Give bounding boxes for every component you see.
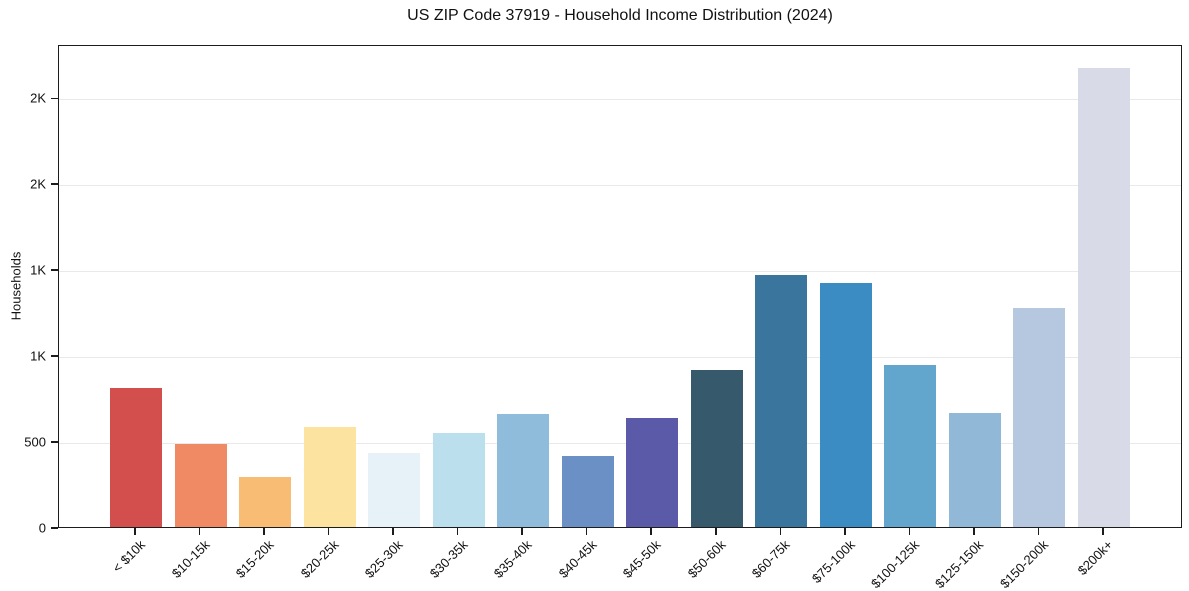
bar <box>626 418 679 527</box>
y-tick-label: 2K <box>30 90 46 106</box>
x-tick-label: $60-75k <box>749 537 793 581</box>
x-tick-label: $30-35k <box>426 537 471 581</box>
y-tick-mark <box>51 355 58 357</box>
x-tick-label: < $10k <box>109 537 148 576</box>
gridlines-layer <box>59 46 1181 527</box>
x-tick-mark <box>973 528 975 535</box>
chart-title: US ZIP Code 37919 - Household Income Dis… <box>407 7 833 24</box>
bar <box>368 453 421 527</box>
y-tick-mark <box>51 269 58 271</box>
gridline <box>59 443 1181 445</box>
x-tick-mark <box>779 528 782 535</box>
gridline <box>59 357 1181 359</box>
x-tick-mark <box>650 528 652 535</box>
x-tick-label: $125-150k <box>932 537 987 591</box>
bars-layer <box>59 46 1181 527</box>
y-tick-mark <box>51 441 58 443</box>
x-tick-mark <box>715 528 717 535</box>
x-tick-mark <box>456 528 459 535</box>
gridline <box>59 271 1181 273</box>
bar <box>690 370 743 527</box>
bar <box>497 414 550 527</box>
gridline <box>59 185 1181 187</box>
x-tick-label: $20-25k <box>297 537 342 581</box>
x-tick-label: $100-125k <box>867 537 922 591</box>
x-tick-label: $45-50k <box>620 537 664 581</box>
x-tick-mark <box>1102 528 1104 535</box>
y-axis-label: Households <box>8 251 24 321</box>
x-tick-mark <box>844 528 846 535</box>
x-tick-label: $40-45k <box>555 537 600 581</box>
bar <box>755 275 808 527</box>
x-tick-mark <box>1037 528 1040 535</box>
x-tick-mark <box>392 528 394 535</box>
y-tick-label: 500 <box>24 434 46 450</box>
x-tick-label: $25-30k <box>361 537 406 581</box>
gridline <box>59 99 1181 101</box>
bar <box>174 444 227 527</box>
bar <box>1077 68 1130 527</box>
x-tick-label: $50-60k <box>684 537 729 581</box>
bar <box>110 388 162 527</box>
bar <box>884 365 937 527</box>
bar <box>239 477 292 527</box>
bar <box>948 413 1001 527</box>
x-tick-mark <box>134 528 136 535</box>
bar <box>432 433 485 527</box>
y-tick-label: 1K <box>30 348 46 364</box>
x-tick-mark <box>585 528 588 535</box>
y-tick-label: 2K <box>30 176 46 192</box>
x-tick-mark <box>198 528 201 535</box>
y-tick-mark <box>51 527 58 529</box>
x-tick-label: $10-15k <box>168 537 213 581</box>
x-tick-mark <box>521 528 523 535</box>
y-tick-mark <box>51 183 58 185</box>
y-tick-label: 1K <box>30 262 46 278</box>
bar <box>303 427 356 527</box>
x-tick-label: $35-40k <box>490 537 535 581</box>
y-tick-mark <box>51 97 58 100</box>
x-tick-mark <box>327 528 330 535</box>
plot-area <box>58 45 1182 528</box>
x-tick-label: $150-200k <box>996 537 1052 591</box>
bar <box>561 456 614 527</box>
x-tick-label: $200k+ <box>1074 537 1116 579</box>
y-tick-label: 0 <box>38 520 46 536</box>
x-tick-mark <box>908 528 911 535</box>
x-tick-label: $15-20k <box>232 537 277 581</box>
bar <box>1013 308 1066 527</box>
x-tick-mark <box>263 528 265 535</box>
x-tick-label: $75-100k <box>808 537 858 586</box>
bar <box>819 283 872 527</box>
